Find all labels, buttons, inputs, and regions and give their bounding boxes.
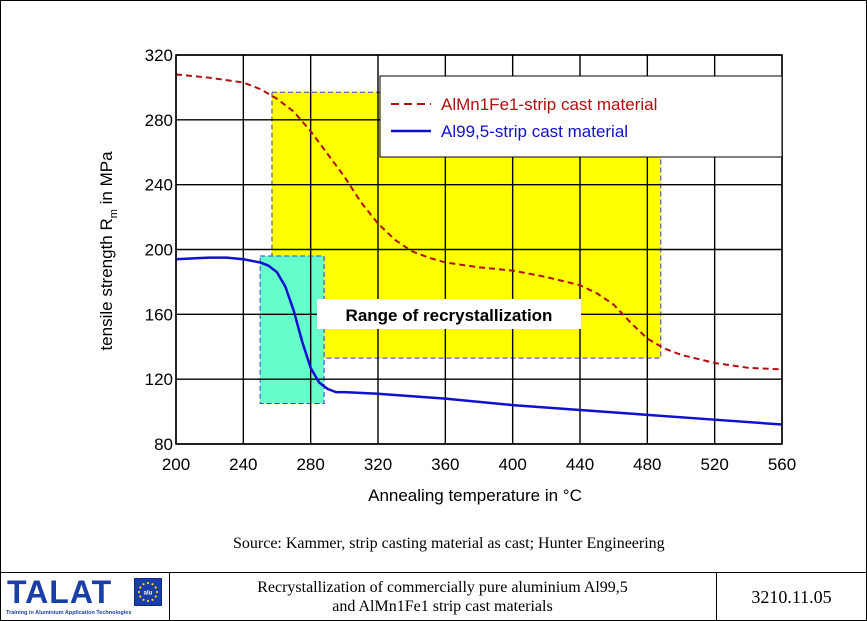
y-tick-label: 80 [154,435,173,454]
y-axis-label-subscript: m [108,209,120,218]
x-tick-label: 240 [229,455,257,474]
y-tick-label: 240 [145,176,173,195]
x-tick-label: 400 [498,455,526,474]
slide-title-line1: Recrystallization of commercially pure a… [257,579,628,596]
y-tick-label: 120 [145,370,173,389]
chart-series [175,73,783,426]
slide-code: 3210.11.05 [751,586,832,607]
slide-title: Recrystallization of commercially pure a… [169,573,717,621]
x-tick-label: 320 [364,455,392,474]
x-tick-label: 440 [566,455,594,474]
talat-logo: TALAT alu Training in Aluminium Applicat… [1,573,170,621]
slide-title-line2: and AlMn1Fe1 strip cast materials [332,598,553,615]
x-tick-label: 200 [162,455,190,474]
x-tick-labels: 200 240 280 320 360 400 440 480 520 560 [162,455,796,474]
region-cyan-range [259,255,325,404]
x-tick-label: 480 [633,455,661,474]
x-axis-label: Annealing temperature in °C [368,486,582,505]
legend-label-almn1fe1: AlMn1Fe1-strip cast material [441,95,657,114]
source-note: Source: Kammer, strip casting material a… [233,535,665,552]
eu-flag-icon: alu [134,578,162,606]
badge-text: alu [144,591,153,597]
tensile-strength-chart: 200 240 280 320 360 400 440 480 520 560 80 120 160 2… [97,46,796,505]
logo-wordmark: TALAT [7,574,113,610]
annotation-box [317,299,581,329]
y-tick-label: 320 [145,46,173,65]
y-tick-label: 160 [145,305,173,324]
recrystallization-annotation: Range of recrystallization [317,299,581,329]
x-tick-label: 560 [768,455,796,474]
legend-box [379,75,783,158]
y-tick-label: 200 [145,241,173,260]
y-tick-label: 280 [145,111,173,130]
plot-area-frame [175,54,783,445]
annotation-text: Range of recrystallization [346,306,553,325]
logo-subtitle: Training in Aluminium Application Techno… [6,610,132,616]
series-line-al995 [175,256,783,426]
y-tick-labels: 80 120 160 200 240 280 320 [145,46,173,454]
x-tick-label: 360 [431,455,459,474]
y-axis-label: tensile strength Rm in MPa [97,151,120,351]
x-tick-label: 520 [700,455,728,474]
chart-legend: AlMn1Fe1-strip cast material Al99,5-stri… [379,75,783,158]
series-line-almn1fe1 [175,73,783,371]
y-axis-label-tail: in MPa [97,151,116,209]
footer-bar: TALAT alu Training in Aluminium Applicat… [1,572,866,621]
y-axis-label-main: tensile strength R [97,218,116,350]
legend-label-al995: Al99,5-strip cast material [441,122,628,141]
x-tick-label: 280 [296,455,324,474]
